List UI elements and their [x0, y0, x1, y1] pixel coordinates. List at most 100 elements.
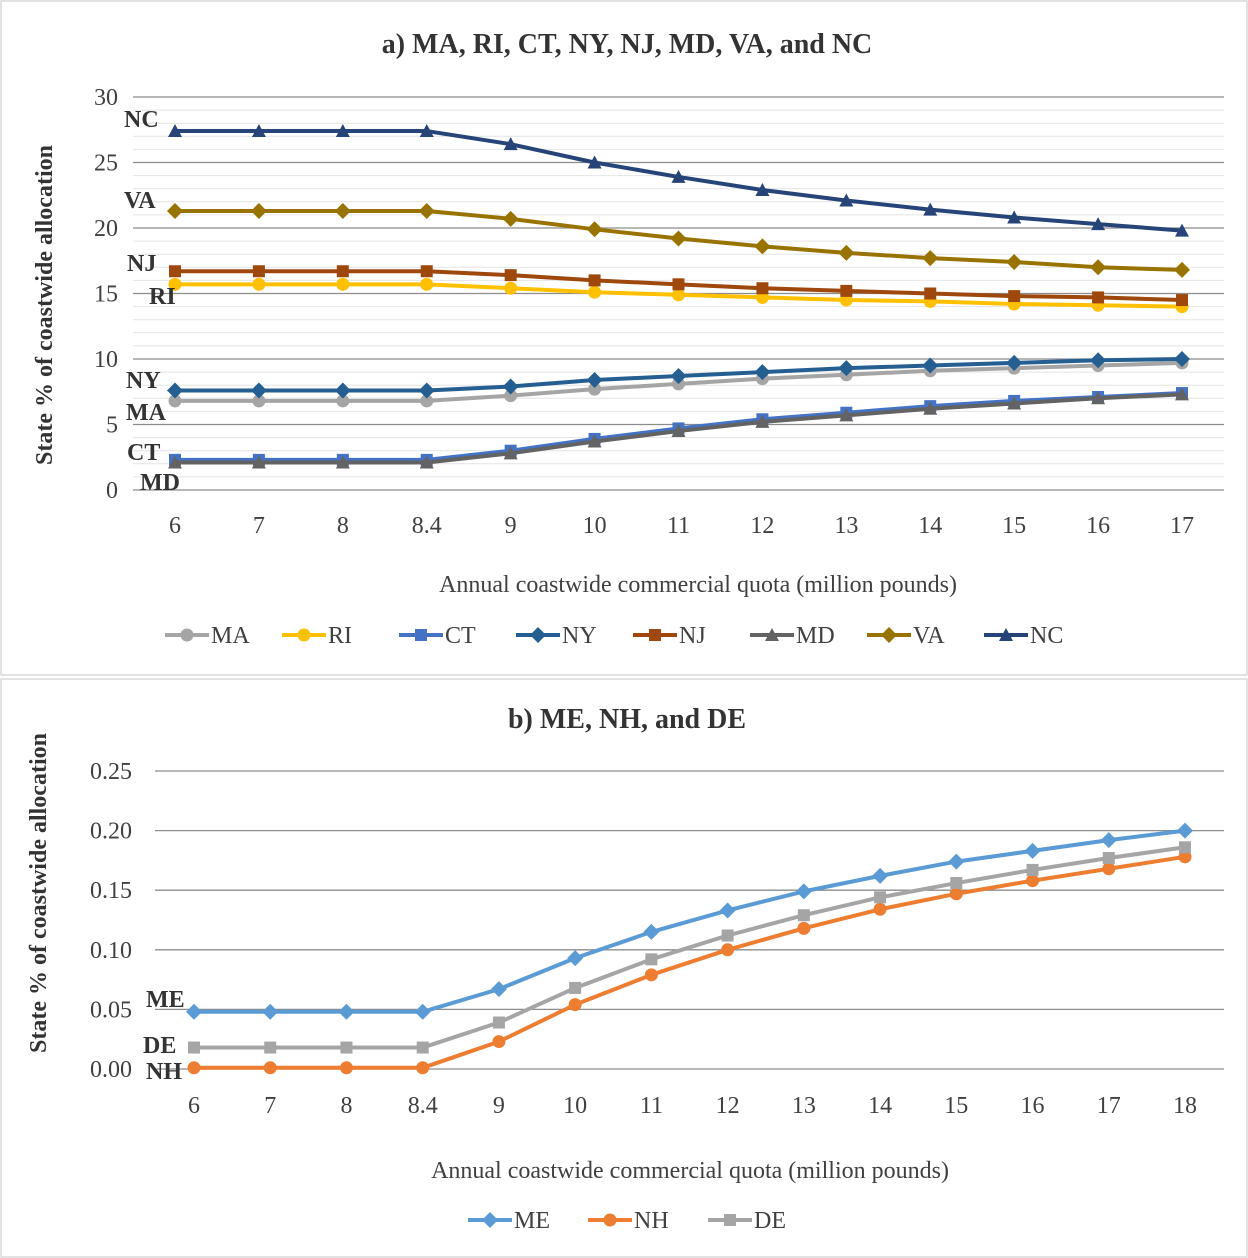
chart-a-title: a) MA, RI, CT, NY, NJ, MD, VA, and NC [382, 29, 873, 60]
data-point-md [1175, 387, 1189, 401]
chart-a-x-tick-labels: 6 7 8 8.4 9 10 11 12 13 14 15 16 17 [169, 513, 1194, 539]
data-point-de [874, 891, 887, 904]
data-point-nc [503, 137, 518, 151]
data-point-va [838, 244, 855, 261]
data-point-de [721, 929, 734, 942]
x-tick-label: 10 [563, 1093, 587, 1119]
x-tick-label: 9 [505, 513, 517, 539]
data-point-ny [334, 382, 351, 399]
legend-swatch-marker [881, 627, 897, 643]
chart-b-title: b) ME, NH, and DE [508, 704, 746, 735]
x-tick-label: 7 [264, 1093, 276, 1119]
series-md [168, 387, 1189, 469]
x-tick-label: 7 [253, 513, 265, 539]
legend-swatch-marker [999, 628, 1013, 641]
data-point-me [186, 1003, 202, 1020]
chart-b-y-tick-labels: 0.00 0.05 0.10 0.15 0.20 0.25 [90, 759, 132, 1083]
series-nc [168, 124, 1189, 237]
chart-a-y-axis-label: State % of coastwide allocation [32, 145, 58, 465]
data-point-me [795, 883, 812, 900]
data-point-ri [168, 277, 182, 291]
series-nh [187, 850, 1192, 1075]
data-point-ma [420, 394, 434, 408]
data-point-nh [873, 902, 887, 916]
y-tick-label: 0.20 [90, 819, 132, 845]
annotation-ma: MA [126, 400, 167, 426]
data-point-nh [568, 998, 582, 1012]
legend-swatch-marker [530, 627, 546, 643]
data-point-md [168, 455, 182, 469]
legend-label: MD [796, 623, 835, 649]
x-tick-label: 13 [792, 1093, 816, 1119]
data-point-de [569, 981, 582, 994]
x-tick-label: 6 [188, 1093, 200, 1119]
data-point-de [264, 1041, 277, 1054]
data-point-me [414, 1003, 431, 1020]
data-point-md [335, 455, 350, 469]
data-point-va [1090, 259, 1107, 276]
data-point-va [670, 230, 687, 247]
data-point-nj [1008, 290, 1021, 303]
data-point-md [251, 455, 266, 469]
x-tick-label: 12 [716, 1093, 740, 1119]
legend-item-nh: NH [588, 1208, 669, 1234]
data-point-nj [504, 269, 517, 282]
x-tick-label: 17 [1170, 513, 1194, 539]
chart-b-x-axis-label: Annual coastwide commercial quota (milli… [431, 1158, 949, 1184]
data-point-de [492, 1016, 505, 1029]
legend-item-ri: RI [282, 623, 352, 649]
data-point-nh [187, 1061, 201, 1075]
chart-b-x-tick-labels: 6 7 8 8.4 9 10 11 12 13 14 15 16 17 18 [188, 1093, 1197, 1119]
data-point-va [418, 202, 435, 219]
data-point-me [262, 1003, 279, 1020]
legend-item-nj: NJ [633, 623, 706, 649]
data-point-va [334, 202, 351, 219]
data-point-nh [1026, 874, 1040, 888]
legend-item-md: MD [750, 623, 835, 649]
legend-item-nc: NC [984, 623, 1063, 649]
data-point-md [923, 401, 938, 415]
data-point-nc [1091, 217, 1106, 231]
legend-label: MA [211, 623, 250, 649]
data-point-nc [839, 193, 854, 207]
data-point-md [671, 424, 686, 438]
data-point-nc [168, 124, 182, 138]
data-point-nh [263, 1061, 277, 1075]
series-nj [169, 265, 1188, 307]
x-tick-label: 8.4 [412, 513, 442, 539]
data-point-ny [754, 364, 771, 381]
series-line-de [194, 845, 1186, 1050]
legend-item-de: DE [708, 1208, 786, 1234]
data-point-me [948, 853, 965, 870]
data-point-md [755, 414, 770, 428]
annotation-nh: NH [146, 1059, 182, 1085]
x-tick-label: 15 [1002, 513, 1026, 539]
annotation-de: DE [143, 1033, 176, 1059]
data-point-nj [336, 265, 349, 278]
data-point-ma [504, 389, 518, 403]
series-ny [167, 351, 1190, 399]
data-point-md [587, 434, 602, 448]
x-tick-label: 8.4 [408, 1093, 438, 1119]
data-point-de [416, 1041, 429, 1054]
data-point-ny [1090, 352, 1107, 369]
y-tick-label: 5 [106, 413, 118, 439]
legend-swatch-marker [180, 628, 194, 642]
data-point-ny [670, 368, 687, 385]
legend-label: RI [328, 623, 352, 649]
data-point-nj [169, 265, 181, 278]
data-point-me [1177, 822, 1193, 839]
chart-b-y-axis-label: State % of coastwide allocation [26, 733, 52, 1053]
x-tick-label: 8 [340, 1093, 352, 1119]
legend-swatch-marker [297, 628, 311, 642]
chart-a-x-axis-label: Annual coastwide commercial quota (milli… [439, 572, 957, 598]
data-point-ma [336, 394, 350, 408]
data-point-de [797, 909, 810, 922]
legend-label: CT [445, 623, 476, 649]
x-tick-label: 18 [1173, 1093, 1197, 1119]
data-point-ma [168, 394, 182, 408]
data-point-nc [755, 183, 770, 197]
data-point-nh [644, 968, 658, 982]
y-tick-label: 0.10 [90, 938, 132, 964]
legend-label: ME [514, 1208, 550, 1234]
